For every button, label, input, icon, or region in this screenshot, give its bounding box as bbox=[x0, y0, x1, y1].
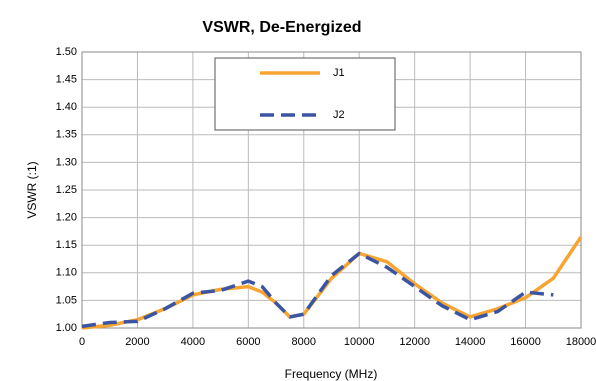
legend-box bbox=[214, 57, 396, 131]
legend-label: J1 bbox=[333, 67, 345, 79]
y-tick-label: 1.20 bbox=[56, 212, 77, 224]
y-tick-label: 1.45 bbox=[56, 74, 77, 86]
legend-label: J2 bbox=[333, 109, 345, 121]
x-axis-label: Frequency (MHz) bbox=[285, 367, 378, 381]
x-tick-label: 16000 bbox=[510, 336, 541, 348]
y-tick-label: 1.35 bbox=[56, 129, 77, 141]
x-tick-label: 4000 bbox=[181, 336, 205, 348]
y-tick-label: 1.40 bbox=[56, 101, 77, 113]
y-tick-label: 1.00 bbox=[56, 322, 77, 334]
y-tick-label: 1.25 bbox=[56, 184, 77, 196]
y-axis-label: VSWR (:1) bbox=[25, 161, 39, 218]
plot-border bbox=[81, 51, 582, 329]
x-tick-label: 6000 bbox=[236, 336, 260, 348]
y-tick-label: 1.15 bbox=[56, 239, 77, 251]
x-tick-label: 12000 bbox=[399, 336, 430, 348]
x-tick-label: 0 bbox=[79, 336, 85, 348]
chart-title: VSWR, De-Energized bbox=[202, 19, 361, 36]
y-tick-label: 1.30 bbox=[56, 156, 77, 168]
y-tick-label: 1.10 bbox=[56, 267, 77, 279]
series-line bbox=[81, 251, 554, 329]
x-tick-label: 10000 bbox=[344, 336, 375, 348]
x-tick-label: 14000 bbox=[455, 336, 486, 348]
y-tick-label: 1.50 bbox=[56, 46, 77, 58]
y-tick-label: 1.05 bbox=[56, 294, 77, 306]
x-tick-label: 18000 bbox=[566, 336, 596, 348]
x-tick-label: 2000 bbox=[125, 336, 149, 348]
x-tick-label: 8000 bbox=[292, 336, 316, 348]
